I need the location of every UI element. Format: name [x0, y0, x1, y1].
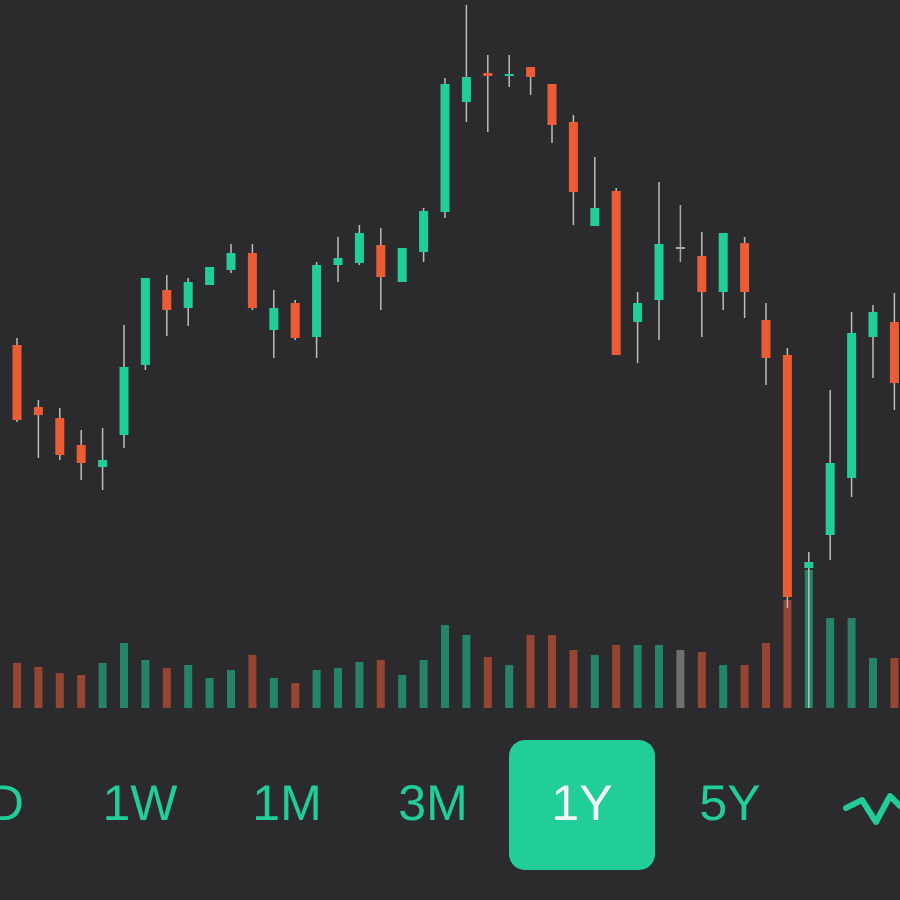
volume-bar — [162, 668, 171, 708]
candle-body — [162, 290, 172, 310]
candle-body — [247, 253, 257, 308]
candle-body — [740, 243, 750, 292]
candle-body — [761, 320, 771, 358]
volume-bar — [505, 665, 514, 708]
volume-bar — [590, 655, 599, 708]
volume-bar — [269, 678, 278, 708]
range-tab[interactable]: 1W — [103, 775, 179, 831]
candle-body — [419, 211, 429, 252]
candle-body — [461, 77, 471, 102]
volume-bar — [526, 635, 535, 708]
candle-body — [55, 418, 65, 455]
range-tab[interactable]: 3M — [398, 775, 467, 831]
candle-body — [590, 208, 600, 226]
volume-bar — [205, 678, 214, 708]
candle-body — [98, 460, 108, 467]
volume-bar — [783, 600, 792, 708]
volume-bar — [376, 660, 385, 708]
candle-body — [269, 308, 279, 330]
candle-body — [226, 253, 236, 270]
volume-bar — [697, 652, 706, 708]
candle-body — [183, 282, 193, 308]
volume-bar — [633, 645, 642, 708]
candle-body — [119, 367, 129, 435]
volume-bar — [13, 663, 21, 708]
candle-body — [504, 74, 514, 76]
volume-bar — [826, 618, 835, 708]
volume-bar — [740, 665, 749, 708]
candle-body — [568, 122, 578, 192]
volume-bar — [462, 635, 471, 708]
candle-body — [633, 303, 643, 322]
candle-body — [440, 84, 450, 212]
volume-bar — [98, 663, 107, 708]
volume-bar — [441, 625, 449, 708]
range-tabs: 1D 1W 1M 3M 1Y 5Y — [0, 740, 761, 870]
candle-body — [675, 247, 685, 249]
candle-body — [33, 407, 43, 415]
candle-body — [611, 191, 621, 355]
volume-bar — [869, 658, 877, 708]
volume-bar — [419, 660, 428, 708]
volume-bar — [612, 645, 621, 708]
volume-bar — [120, 643, 128, 708]
volume-bar — [483, 657, 492, 708]
candle-body — [804, 562, 814, 568]
range-tab[interactable]: 1M — [252, 775, 321, 831]
volume-bar — [141, 660, 150, 708]
volume-bar — [548, 635, 556, 708]
candle-body — [312, 265, 322, 337]
volume-bar — [762, 643, 770, 708]
candle-body — [547, 84, 557, 125]
volume-bar — [34, 667, 43, 708]
candle-body — [397, 248, 407, 282]
candle-body — [782, 355, 792, 597]
candle-body — [354, 233, 364, 263]
volume-bar — [569, 650, 578, 708]
volume-bar — [398, 675, 407, 708]
candle-body — [205, 267, 215, 285]
volume-bar — [312, 670, 321, 708]
candlestick-chart — [12, 5, 899, 708]
volume-bar — [847, 618, 856, 708]
selected-tab — [509, 740, 655, 870]
candle-body — [76, 445, 86, 463]
volume-bar — [184, 665, 193, 708]
candle-body — [376, 245, 386, 277]
candle-body — [290, 303, 300, 338]
candle-body — [847, 333, 857, 478]
candle-body — [526, 67, 536, 77]
candle-body — [868, 312, 878, 337]
volume-bar — [227, 670, 235, 708]
volume-bar — [355, 662, 364, 708]
volume-bar — [676, 650, 685, 708]
volume-bar — [719, 665, 728, 708]
line-chart-toggle[interactable] — [843, 793, 900, 825]
volume-bar — [291, 683, 300, 708]
candle-body — [654, 244, 664, 300]
candle-body — [889, 322, 899, 383]
candle-body — [697, 256, 707, 292]
volume-bar — [890, 658, 899, 708]
candle-body — [140, 278, 150, 365]
volume-bar — [77, 675, 86, 708]
candle-body — [718, 233, 728, 292]
volume-bar — [334, 668, 342, 708]
volume-bar — [55, 673, 64, 708]
range-tab[interactable]: 1Y — [551, 775, 612, 831]
volume-bar — [655, 645, 663, 708]
range-tab[interactable]: 1D — [0, 775, 24, 831]
candle-body — [483, 73, 493, 76]
candle-body — [825, 463, 835, 535]
range-tab[interactable]: 5Y — [699, 775, 760, 831]
candle-body — [333, 258, 343, 265]
volume-bar — [248, 655, 257, 708]
candle-body — [12, 345, 22, 420]
